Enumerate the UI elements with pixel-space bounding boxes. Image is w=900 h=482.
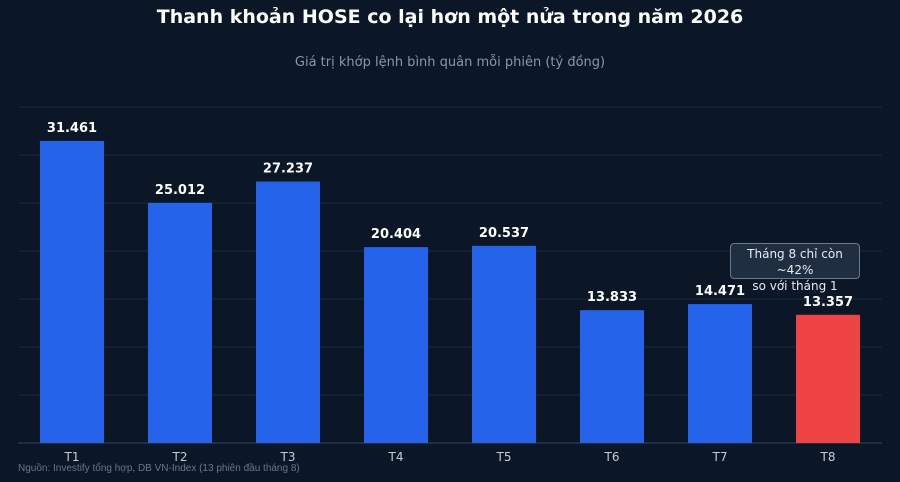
- data-label-t7: 14.471: [695, 284, 745, 299]
- data-label-t1: 31.461: [47, 121, 97, 136]
- tick-label-t7: T7: [712, 450, 728, 464]
- data-label-t8: 13.357: [803, 295, 853, 310]
- tick-label-t3: T3: [280, 450, 296, 464]
- bar-t2: [148, 202, 212, 443]
- tick-label-t8: T8: [820, 450, 836, 464]
- bar-t8: [796, 314, 860, 443]
- annotation-line-2: so với tháng 1: [752, 279, 838, 293]
- bar-t1: [40, 140, 104, 443]
- tick-label-t6: T6: [604, 450, 620, 464]
- tick-label-t2: T2: [172, 450, 188, 464]
- source-note: Nguồn: Investify tổng hợp, DB VN-Index (…: [18, 463, 300, 474]
- bar-t7: [688, 304, 752, 443]
- annotation-box: Tháng 8 chỉ còn ~42% so với tháng 1: [730, 243, 860, 293]
- data-label-t2: 25.012: [155, 183, 205, 198]
- bar-t6: [580, 310, 644, 443]
- data-label-t6: 13.833: [587, 290, 637, 305]
- bar-t5: [472, 245, 536, 443]
- annotation-line-1: Tháng 8 chỉ còn ~42%: [747, 247, 843, 277]
- tick-label-t5: T5: [496, 450, 512, 464]
- tick-label-t1: T1: [64, 450, 80, 464]
- tick-label-t4: T4: [388, 450, 404, 464]
- chart-title: Thanh khoản HOSE co lại hơn một nửa tron…: [156, 6, 744, 28]
- data-label-t5: 20.537: [479, 226, 529, 241]
- bar-t3: [256, 181, 320, 444]
- bar-t4: [364, 247, 428, 443]
- chart-subtitle: Giá trị khớp lệnh bình quân mỗi phiên (t…: [294, 55, 606, 70]
- data-label-t3: 27.237: [263, 162, 313, 177]
- data-label-t4: 20.404: [371, 227, 421, 242]
